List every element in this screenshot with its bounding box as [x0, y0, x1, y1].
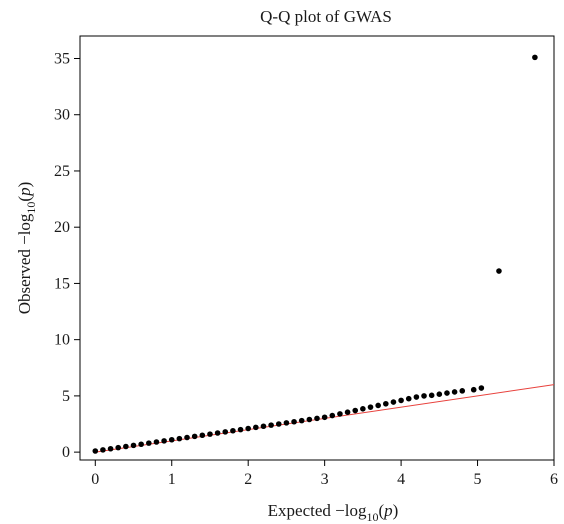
data-point	[92, 448, 99, 454]
data-point	[138, 441, 144, 448]
data-point	[253, 424, 259, 431]
data-point	[115, 444, 122, 451]
y-axis: 0 5 10 15 20 25 30 35	[54, 50, 80, 461]
x-axis-label: Expected −log10(p)	[268, 501, 399, 524]
data-point	[337, 411, 343, 417]
data-point	[375, 402, 381, 409]
x-tick-label: 4	[397, 471, 405, 488]
data-point	[314, 415, 320, 422]
data-point	[413, 394, 420, 400]
x-tick-label: 0	[91, 471, 99, 488]
data-point	[496, 268, 502, 274]
data-point	[260, 423, 267, 430]
data-point	[367, 404, 374, 410]
y-tick-label: 10	[54, 332, 70, 349]
data-point	[451, 389, 458, 395]
data-point	[306, 416, 313, 423]
data-point	[444, 390, 450, 396]
data-point	[168, 436, 175, 443]
y-tick-label: 30	[54, 107, 70, 124]
data-point	[459, 388, 466, 394]
data-point	[214, 430, 221, 436]
data-points	[92, 54, 538, 454]
data-point	[436, 391, 443, 398]
data-point	[161, 438, 167, 444]
data-point	[230, 427, 236, 434]
data-point	[383, 400, 389, 407]
data-point	[398, 397, 404, 404]
data-point	[191, 433, 198, 440]
data-point	[237, 426, 244, 433]
data-point	[390, 399, 397, 405]
data-point	[428, 392, 435, 399]
x-tick-label: 3	[321, 471, 329, 488]
data-point	[184, 434, 190, 441]
data-point	[532, 54, 538, 61]
data-point	[360, 406, 366, 412]
data-point	[268, 422, 274, 428]
plot-frame	[79, 35, 555, 461]
data-point	[146, 440, 152, 446]
x-axis: 0 1 2 3 4 5 6	[91, 460, 558, 488]
data-point	[100, 447, 106, 453]
data-point	[344, 409, 351, 416]
data-point	[123, 443, 129, 450]
y-axis-label: Observed −log10(p)	[15, 182, 38, 315]
y-tick-label: 0	[62, 444, 70, 461]
y-tick-label: 5	[62, 388, 70, 405]
x-tick-label: 2	[244, 471, 252, 488]
data-point	[207, 431, 213, 437]
data-point	[153, 439, 160, 445]
data-point	[283, 420, 290, 426]
data-point	[298, 417, 305, 424]
y-tick-label: 15	[54, 275, 70, 292]
data-point	[130, 442, 137, 449]
y-tick-label: 35	[54, 50, 70, 67]
x-tick-label: 6	[550, 471, 558, 488]
data-point	[421, 393, 427, 399]
data-point	[321, 414, 328, 421]
data-point	[176, 435, 183, 442]
data-point	[478, 385, 485, 391]
x-tick-label: 5	[474, 471, 482, 488]
data-point	[352, 407, 359, 414]
y-tick-label: 20	[54, 219, 70, 236]
chart-title: Q-Q plot of GWAS	[260, 7, 392, 26]
data-point	[470, 386, 477, 393]
data-point	[329, 412, 336, 419]
data-point	[275, 421, 282, 427]
x-tick-label: 1	[168, 471, 176, 488]
data-point	[405, 395, 412, 402]
data-point	[245, 425, 251, 432]
y-tick-label: 25	[54, 163, 70, 180]
data-point	[222, 429, 229, 435]
data-point	[291, 418, 297, 425]
data-point	[107, 445, 114, 452]
data-point	[199, 432, 206, 439]
